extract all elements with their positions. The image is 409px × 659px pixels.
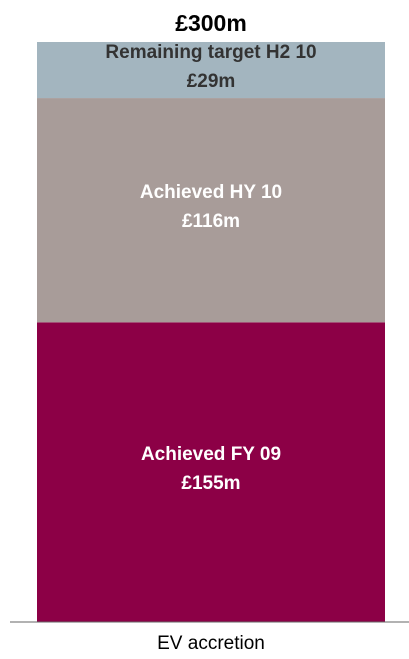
bar-segment: [37, 322, 385, 622]
total-label: £300m: [175, 10, 247, 36]
segment-name: Achieved FY 09: [141, 444, 281, 465]
segment-name: Remaining target H2 10: [105, 42, 316, 63]
x-tick-label: EV accretion: [157, 633, 265, 654]
bar-segment: [37, 98, 385, 323]
segment-value-label: £155m: [181, 473, 240, 494]
segment-name: Achieved HY 10: [140, 182, 282, 203]
segment-value-label: £116m: [182, 211, 240, 232]
bar-segment: [37, 42, 385, 99]
segment-value-label: £29m: [187, 71, 236, 92]
